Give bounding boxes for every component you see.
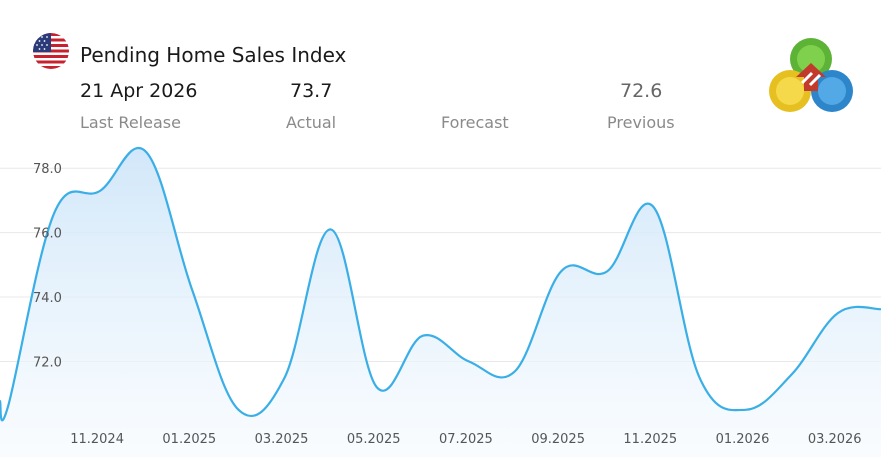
actual-label: Actual xyxy=(286,113,337,132)
x-tick-label: 09.2025 xyxy=(531,432,585,447)
actual-value: 73.7 xyxy=(290,80,333,102)
x-tick-label: 01.2026 xyxy=(716,432,770,447)
x-tick-label: 07.2025 xyxy=(439,432,493,447)
x-tick-label: 11.2025 xyxy=(623,432,677,447)
forecast-label: Forecast xyxy=(441,113,509,132)
y-tick-label: 74.0 xyxy=(33,291,62,306)
x-tick-label: 01.2025 xyxy=(162,432,216,447)
indicator-title: Pending Home Sales Index xyxy=(80,43,347,67)
metatrader-logo-icon xyxy=(766,33,856,117)
y-tick-label: 78.0 xyxy=(33,162,62,177)
previous-label: Previous xyxy=(607,113,675,132)
x-tick-label: 05.2025 xyxy=(347,432,401,447)
x-tick-label: 11.2024 xyxy=(70,432,124,447)
x-tick-label: 03.2025 xyxy=(255,432,309,447)
area-fill xyxy=(0,147,881,457)
y-tick-label: 72.0 xyxy=(33,355,62,370)
line-chart: 72.0 74.0 76.0 78.0 11.2024 01.2025 03.2025 05… xyxy=(0,147,881,457)
us-flag-icon xyxy=(33,33,69,69)
x-tick-label: 03.2026 xyxy=(808,432,862,447)
release-label: Last Release xyxy=(80,113,181,132)
y-tick-label: 76.0 xyxy=(33,227,62,242)
series-line xyxy=(0,147,881,422)
previous-value: 72.6 xyxy=(620,80,663,102)
release-date: 21 Apr 2026 xyxy=(80,80,198,102)
